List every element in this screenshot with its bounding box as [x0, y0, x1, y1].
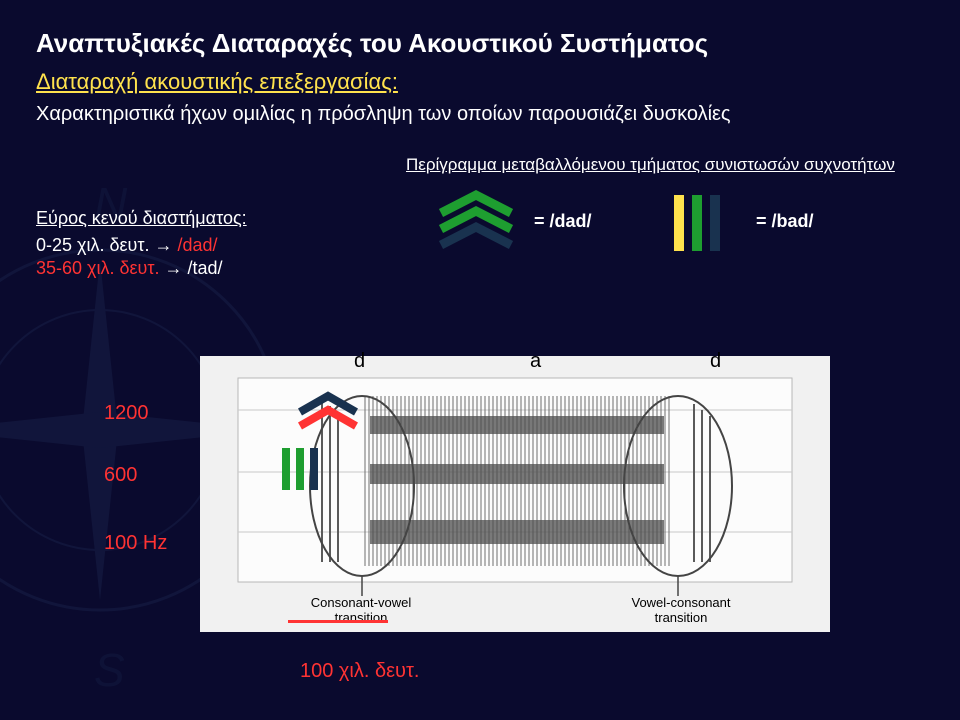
gap-heading: Εύρος κενού διαστήματος: [36, 208, 376, 229]
spectrogram-panel: d a d Consonant-vowel transition Vowel-c… [200, 356, 830, 632]
y-600: 600 [104, 464, 137, 487]
right-heading: Περίγραμμα μεταβαλλόμενου τμήματος συνισ… [406, 154, 895, 175]
arrow-icon: → [155, 235, 173, 255]
bottom-duration-label: 100 χιλ. δευτ. [300, 660, 419, 683]
gap-line-1: 0-25 χιλ. δευτ. → /dad/ [36, 235, 376, 256]
transition-right-a: Vowel-consonant [631, 595, 730, 610]
description: Χαρακτηριστικά ήχων ομιλίας η πρόσληψη τ… [36, 103, 924, 126]
gap-line-2-range: 35-60 χιλ. δευτ. [36, 258, 160, 278]
transition-left-a: Consonant-vowel [311, 595, 411, 610]
dad-label: = /dad/ [534, 211, 592, 232]
gap-line-1-range: 0-25 χιλ. δευτ. [36, 235, 149, 255]
transition-right: Vowel-consonant transition [616, 596, 746, 626]
arrow-icon: → [165, 258, 183, 278]
chevron-panel: = /dad/ = /bad/ [406, 183, 876, 267]
phoneme-a: a [530, 350, 541, 373]
gap-line-1-phoneme: /dad/ [178, 235, 218, 255]
page-title: Αναπτυξιακές Διαταραχές του Ακουστικού Σ… [36, 28, 924, 59]
gap-line-2: 35-60 χιλ. δευτ. → /tad/ [36, 258, 376, 279]
subtitle: Διαταραχή ακουστικής επεξεργασίας: [36, 69, 924, 95]
gap-box: Εύρος κενού διαστήματος: 0-25 χιλ. δευτ.… [36, 208, 376, 281]
y-100hz: 100 Hz [104, 532, 167, 555]
phoneme-d-right: d [710, 350, 721, 373]
gap-line-2-phoneme: /tad/ [188, 258, 223, 278]
svg-text:S: S [94, 644, 125, 696]
phoneme-d-left: d [354, 350, 365, 373]
bad-label: = /bad/ [756, 211, 814, 232]
y-1200: 1200 [104, 402, 149, 425]
right-panel: Περίγραμμα μεταβαλλόμενου τμήματος συνισ… [406, 154, 895, 267]
red-underline [288, 620, 388, 623]
transition-right-b: transition [655, 610, 708, 625]
